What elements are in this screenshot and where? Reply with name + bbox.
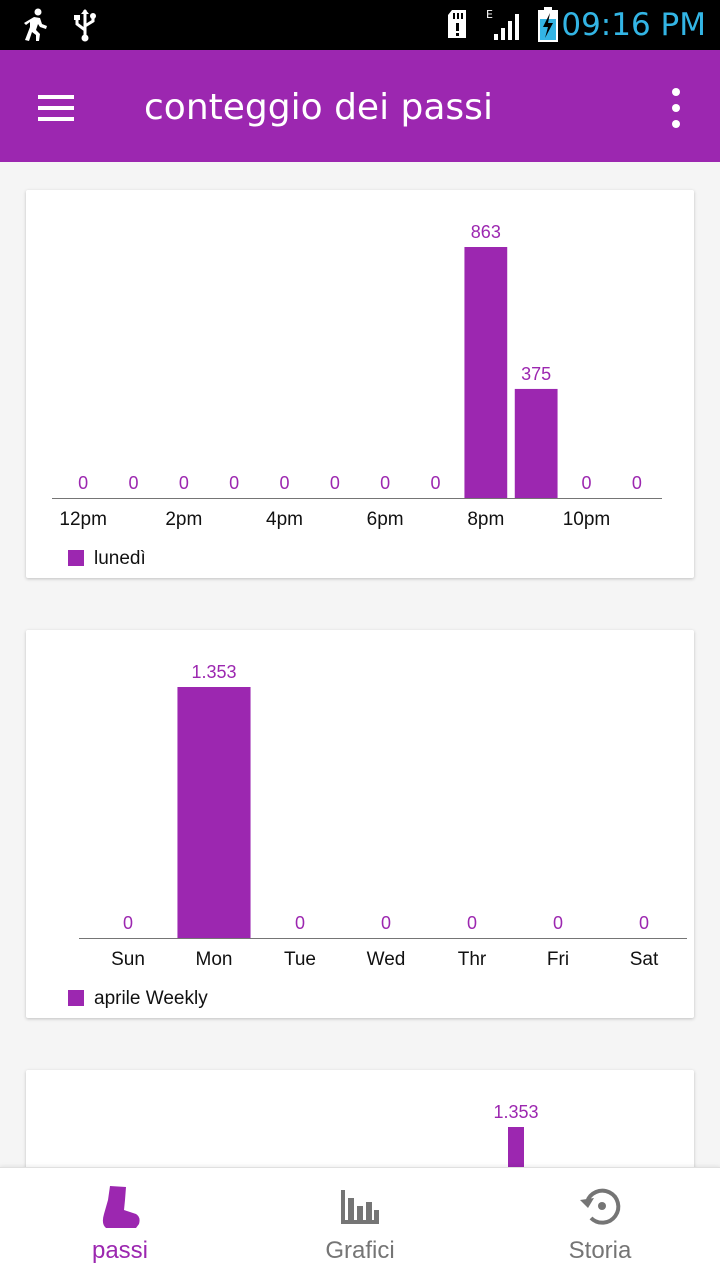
x-tick-label: Wed [367,949,406,970]
battery-charging-icon [538,7,558,42]
x-tick-label: Sat [630,949,659,970]
x-tick-label: 6pm [367,509,404,530]
x-tick-label: Thr [458,949,487,970]
running-person-icon [24,8,47,41]
nav-item-grafici[interactable]: Grafici [240,1168,480,1281]
bar-value-label: 0 [553,913,563,933]
bar-value-label: 0 [229,473,239,493]
nav-label: Storia [568,1237,632,1264]
bar [177,687,251,938]
weekly-steps-chart-card: 0 Sun 1.353 Mon 0 Tue 0 Wed 0 Thr 0 Fri 0 Sat aprile … [26,630,694,1018]
sd-card-icon [448,10,466,38]
daily-steps-chart-card: 0 12pm 0 0 2pm 0 0 4pm 0 0 6pm 0 863 8pm 375 0 10pm 0 lun… [26,190,694,578]
usb-icon [74,9,96,42]
nav-label: Grafici [325,1237,395,1264]
bar-value-label: 0 [128,473,138,493]
nav-item-storia[interactable]: Storia [480,1168,720,1281]
x-tick-label: Tue [284,949,316,970]
bar-value-label: 0 [467,913,477,933]
bar-value-label: 0 [295,913,305,933]
bar-value-label: 0 [430,473,440,493]
x-tick-label: 10pm [563,509,611,530]
legend-label: aprile Weekly [94,988,208,1009]
legend-swatch [68,550,84,566]
bar-value-label: 1.353 [191,662,236,682]
bar-chart-icon [341,1190,379,1224]
bar-value-label: 0 [78,473,88,493]
history-icon [580,1188,621,1225]
nav-item-passi[interactable]: passi [0,1168,240,1281]
bar-value-label: 0 [639,913,649,933]
nav-label: passi [91,1237,149,1264]
x-tick-label: 8pm [467,509,504,530]
signal-icon: E [486,8,519,40]
x-tick-label: 2pm [165,509,202,530]
legend-swatch [68,990,84,1006]
boot-icon [102,1186,140,1228]
network-type-label: E [486,8,493,21]
overflow-menu-icon[interactable] [664,88,688,128]
page-title: conteggio dei passi [144,87,493,128]
bar-value-label: 0 [581,473,591,493]
bar-value-label: 0 [279,473,289,493]
status-bar: E 09:16 PM [0,0,720,50]
status-time: 09:16 PM [561,7,706,43]
bar-value-label: 0 [381,913,391,933]
x-tick-label: Sun [111,949,145,970]
bar-value-label: 0 [330,473,340,493]
x-tick-label: Mon [196,949,233,970]
bar-value-label: 0 [632,473,642,493]
hamburger-menu-icon[interactable] [38,95,74,121]
app-bar: conteggio dei passi [0,50,720,162]
x-tick-label: 4pm [266,509,303,530]
bar-value-label: 863 [471,222,501,242]
bar-value-label: 0 [380,473,390,493]
bottom-navigation: passi Grafici Storia [0,1167,720,1281]
weekly-steps-chart: 0 Sun 1.353 Mon 0 Tue 0 Wed 0 Thr 0 Fri 0 Sat [79,662,687,970]
legend-label: lunedì [94,548,146,569]
bar-value-label: 1.353 [493,1102,538,1122]
bar-value-label: 375 [521,364,551,384]
bar-value-label: 0 [123,913,133,933]
daily-steps-chart: 0 12pm 0 0 2pm 0 0 4pm 0 0 6pm 0 863 8pm 375 0 10pm 0 [52,222,662,530]
x-tick-label: 12pm [59,509,107,530]
x-tick-label: Fri [547,949,569,970]
bar-value-label: 0 [179,473,189,493]
bar [514,388,558,498]
bar [464,247,508,498]
